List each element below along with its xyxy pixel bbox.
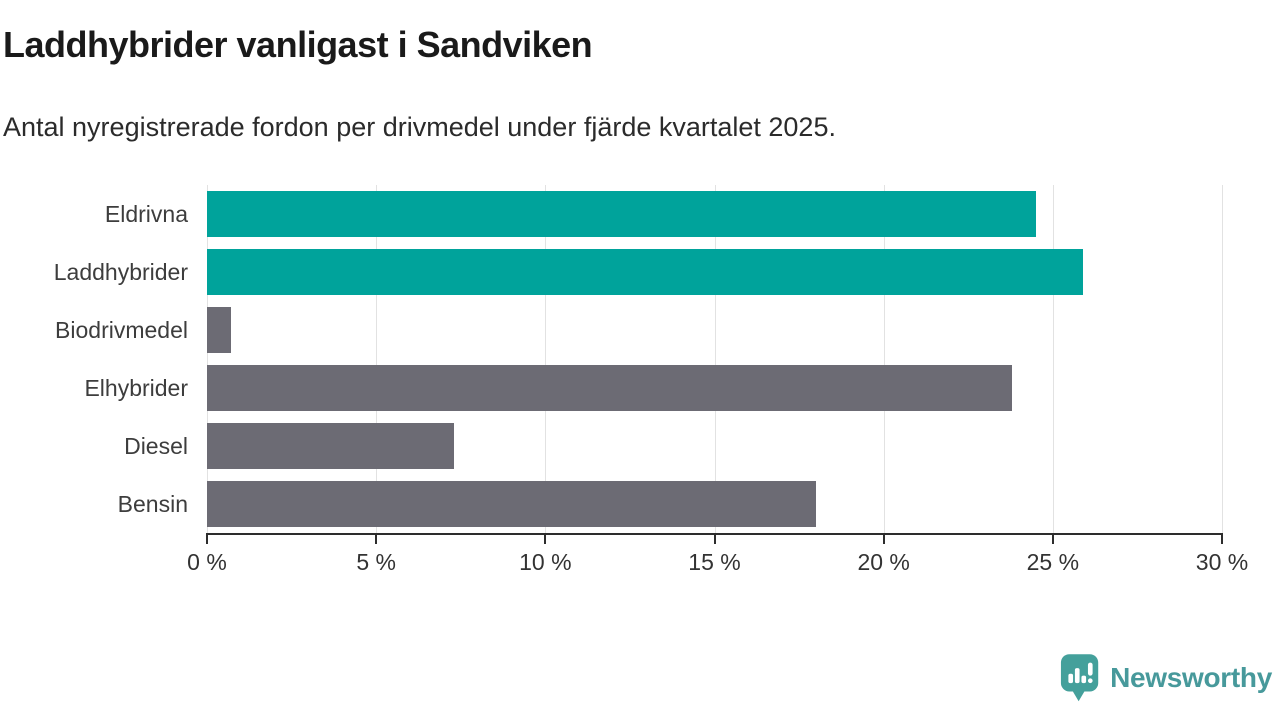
gridline-25 [1052, 185, 1054, 533]
gridline-5 [376, 185, 378, 533]
bar-track-laddhybrider [207, 249, 1222, 295]
axis-tick-30 [1221, 533, 1223, 544]
newsworthy-wordmark: Newsworthy [1110, 661, 1272, 693]
bar-track-elhybrider [207, 365, 1222, 411]
axis-tick-5 [375, 533, 378, 544]
axis-tick-label-25: 25 % [1026, 549, 1080, 575]
chart-subtitle: Antal nyregistrerade fordon per drivmede… [3, 112, 836, 142]
bar-laddhybrider [207, 249, 1084, 295]
axis-tick-label-0: 0 % [187, 549, 227, 575]
axis-tick-label-30: 30 % [1195, 549, 1249, 575]
gridline-30 [1222, 185, 1223, 533]
gridlines [207, 185, 1223, 533]
bar-track-bensin [207, 481, 1222, 527]
category-label-biodrivmedel: Biodrivmedel [55, 316, 188, 343]
axis-tick-label-15: 15 % [688, 549, 741, 575]
chart-row-elhybrider: Elhybrider [0, 359, 1222, 417]
bar-chart-plot: Eldrivna Laddhybrider Biodrivmedel Elhybrid… [0, 185, 1248, 575]
gridline-15 [714, 185, 716, 533]
x-axis: 0 % 5 % 10 % 15 % 20 % 25 % 30 % [187, 533, 1248, 583]
category-label-bensin: Bensin [117, 490, 188, 517]
category-label-laddhybrider: Laddhybrider [53, 258, 188, 285]
category-label-eldrivna: Eldrivna [104, 200, 188, 227]
axis-tick-25 [1051, 533, 1054, 544]
gridline-0 [207, 185, 208, 533]
chart-row-bensin: Bensin [0, 475, 1222, 533]
bar-elhybrider [207, 365, 1013, 411]
category-label-diesel: Diesel [124, 432, 188, 459]
axis-tick-10 [544, 533, 547, 544]
chart-row-diesel: Diesel [0, 417, 1222, 475]
gridline-10 [545, 185, 547, 533]
axis-tick-label-5: 5 % [356, 549, 396, 575]
axis-tick-label-10: 10 % [519, 549, 572, 575]
bar-track-diesel [207, 423, 1222, 469]
chart-row-eldrivna: Eldrivna [0, 185, 1222, 243]
axis-tick-0 [206, 533, 208, 544]
bar-bensin [207, 481, 816, 527]
chart-row-biodrivmedel: Biodrivmedel [0, 301, 1222, 359]
gridline-20 [883, 185, 885, 533]
newsworthy-logo: Newsworthy [1060, 653, 1272, 702]
axis-tick-label-20: 20 % [857, 549, 910, 575]
newsworthy-logo-icon [1060, 654, 1099, 702]
bar-diesel [207, 423, 454, 469]
chart-row-laddhybrider: Laddhybrider [0, 243, 1222, 301]
category-label-elhybrider: Elhybrider [84, 374, 188, 401]
bar-track-eldrivna [207, 191, 1222, 237]
bar-rows: Eldrivna Laddhybrider Biodrivmedel Elhybrid… [0, 185, 1222, 533]
bar-eldrivna [207, 191, 1036, 237]
axis-tick-20 [882, 533, 885, 544]
bar-biodrivmedel [207, 307, 231, 353]
axis-tick-15 [713, 533, 716, 544]
bar-track-biodrivmedel [207, 307, 1222, 353]
chart-title: Laddhybrider vanligast i Sandviken [3, 24, 593, 65]
